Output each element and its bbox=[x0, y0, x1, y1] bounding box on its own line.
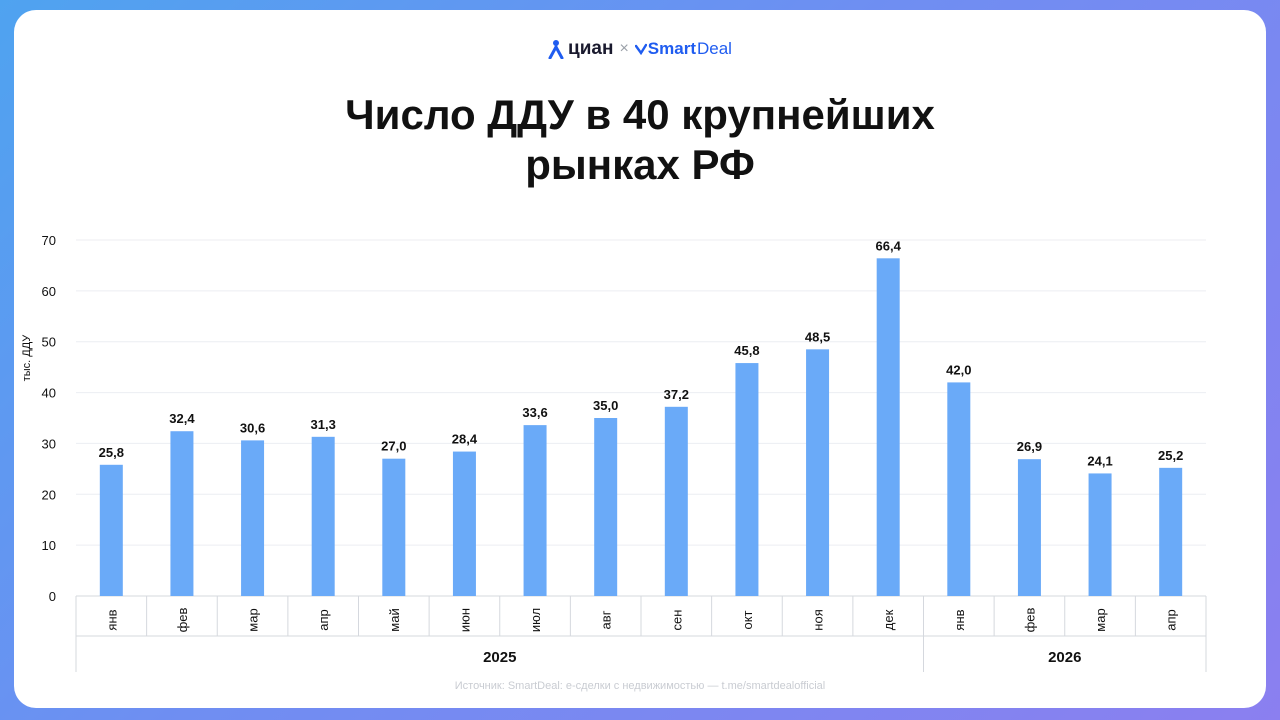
y-axis-label: тыс. ДДУ bbox=[21, 334, 33, 382]
bar bbox=[241, 440, 265, 596]
x-tick-label: июн bbox=[457, 608, 472, 632]
bar bbox=[1088, 473, 1112, 596]
bar bbox=[99, 464, 123, 596]
source-note: Источник: SmartDeal: е-сделки с недвижим… bbox=[454, 680, 826, 692]
data-label: 48,5 bbox=[805, 329, 830, 344]
bar bbox=[806, 349, 830, 596]
bar bbox=[594, 418, 618, 596]
bar bbox=[382, 458, 406, 596]
cian-name: циан bbox=[568, 38, 614, 59]
x-tick-label: дек bbox=[881, 609, 896, 630]
data-label: 35,0 bbox=[593, 398, 618, 413]
data-label: 66,4 bbox=[876, 238, 902, 253]
bar bbox=[1159, 467, 1183, 596]
x-tick-label: май bbox=[387, 608, 402, 631]
smartdeal-prefix: Smart bbox=[647, 39, 696, 58]
y-tick-label: 30 bbox=[42, 436, 56, 451]
y-tick-label: 60 bbox=[42, 284, 56, 299]
smartdeal-logo: Smart Deal bbox=[634, 39, 732, 59]
x-tick-label: июл bbox=[528, 608, 543, 632]
x-tick-label: сен bbox=[669, 610, 684, 631]
data-label: 37,2 bbox=[664, 387, 689, 402]
smartdeal-check-icon bbox=[634, 43, 647, 55]
year-group-label: 2026 bbox=[1048, 649, 1081, 666]
y-tick-label: 0 bbox=[49, 589, 56, 604]
chart-card: циан × Smart Deal Число ДДУ в 40 крупнейш… bbox=[14, 10, 1266, 708]
x-tick-label: апр bbox=[316, 609, 331, 631]
data-label: 24,1 bbox=[1087, 453, 1112, 468]
cian-logo: циан bbox=[548, 38, 613, 60]
data-label: 27,0 bbox=[381, 439, 406, 454]
page-title: Число ДДУ в 40 крупнейших рынках РФ bbox=[14, 90, 1266, 190]
y-tick-label: 20 bbox=[42, 487, 56, 502]
bar bbox=[311, 436, 335, 596]
bar bbox=[876, 258, 900, 596]
data-label: 32,4 bbox=[169, 411, 195, 426]
data-label: 30,6 bbox=[240, 420, 265, 435]
x-tick-label: мар bbox=[1093, 608, 1108, 631]
x-tick-label: авг bbox=[599, 610, 614, 629]
cian-pin-icon bbox=[548, 40, 564, 59]
year-group-label: 2025 bbox=[483, 649, 516, 666]
x-tick-label: окт bbox=[740, 610, 755, 629]
data-label: 25,2 bbox=[1158, 448, 1183, 463]
bar bbox=[1017, 459, 1041, 596]
bar bbox=[664, 406, 688, 596]
data-label: 42,0 bbox=[946, 362, 971, 377]
data-label: 45,8 bbox=[734, 343, 759, 358]
y-tick-label: 50 bbox=[42, 335, 56, 350]
bar-chart: 0 10 20 30 40 50 60 70 тыс. ДДУ 25,8 янв 32,4 фев 30,… bbox=[21, 233, 1207, 672]
x-tick-label: янв bbox=[104, 609, 119, 630]
y-tick-label: 70 bbox=[42, 233, 56, 248]
y-tick-label: 40 bbox=[42, 386, 56, 401]
x-tick-label: фев bbox=[175, 607, 190, 632]
data-label: 26,9 bbox=[1017, 439, 1042, 454]
bar bbox=[735, 363, 759, 596]
data-label: 33,6 bbox=[522, 405, 547, 420]
bar bbox=[947, 382, 971, 596]
title-line-1: Число ДДУ в 40 крупнейших bbox=[345, 91, 935, 138]
bar bbox=[523, 425, 547, 596]
brand-header: циан × Smart Deal bbox=[14, 38, 1266, 60]
x-tick-label: апр bbox=[1164, 609, 1179, 631]
bar bbox=[452, 451, 476, 596]
x-tick-label: ноя bbox=[811, 609, 826, 630]
bar bbox=[170, 431, 194, 596]
x-tick-label: мар bbox=[246, 608, 261, 631]
data-label: 31,3 bbox=[311, 417, 336, 432]
smartdeal-suffix: Deal bbox=[696, 39, 732, 58]
data-label: 25,8 bbox=[99, 445, 124, 460]
data-label: 28,4 bbox=[452, 432, 478, 447]
x-tick-label: фев bbox=[1022, 607, 1037, 632]
y-tick-label: 10 bbox=[42, 538, 56, 553]
x-tick-label: янв bbox=[952, 609, 967, 630]
title-line-2: рынках РФ bbox=[525, 141, 755, 188]
brand-times: × bbox=[619, 40, 629, 57]
